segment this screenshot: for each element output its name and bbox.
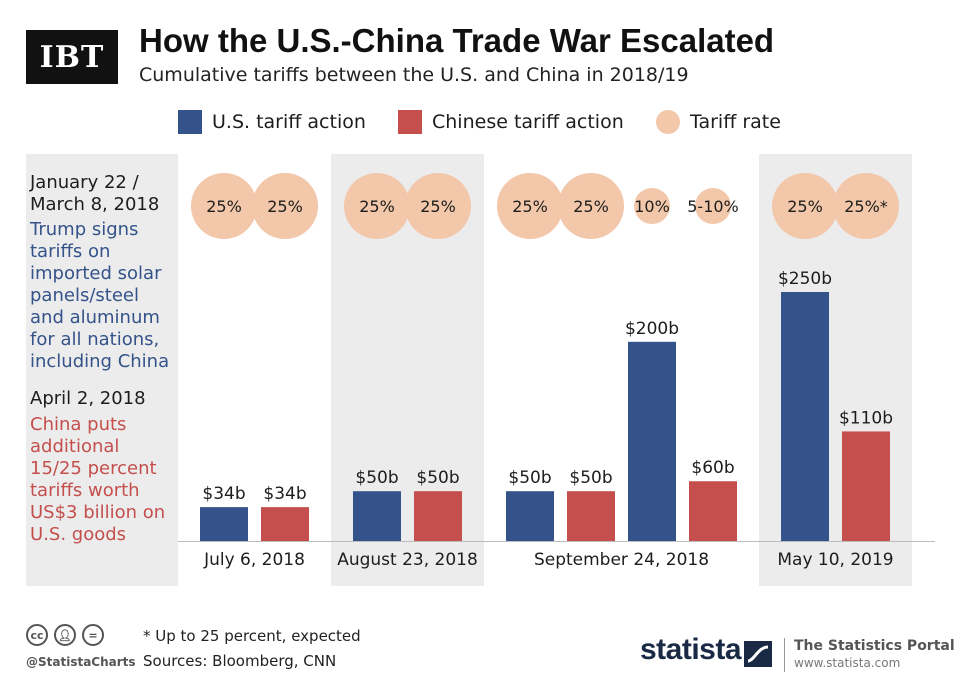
side-text-2-line: tariffs worth (30, 480, 140, 501)
side-text-1-line: tariffs on (30, 241, 111, 262)
ibt-logo: IBT (26, 30, 118, 84)
tariff-rate-circle (191, 173, 257, 239)
bar-value-label: $250b (778, 269, 832, 289)
bar-value-label: $60b (691, 458, 734, 478)
side-panel (26, 154, 178, 586)
bar-us (781, 292, 829, 541)
bar-value-label: $50b (508, 468, 551, 488)
footer-divider (784, 638, 785, 672)
tariff-rate-label: 25% (420, 197, 456, 216)
x-tick-label: May 10, 2019 (777, 550, 893, 570)
side-date-2: April 2, 2018 (30, 388, 146, 409)
side-text-1: Trump signs tariffs on imported solar pa… (30, 219, 169, 373)
tariff-rate-circle (405, 173, 471, 239)
legend-china: Chinese tariff action (398, 110, 624, 134)
portal-url: www.statista.com (794, 656, 901, 670)
attribution-icon: 👤︎ (54, 624, 76, 646)
bar-value-label: $110b (839, 408, 893, 428)
tariff-rate-circle (252, 173, 318, 239)
license-icons: cc 👤︎ = (26, 624, 104, 646)
chart-subtitle: Cumulative tariffs between the U.S. and … (139, 64, 689, 86)
bar-value-label: $34b (202, 484, 245, 504)
tariff-rate-label: 25% (787, 197, 823, 216)
tariff-rate-label: 25% (573, 197, 609, 216)
tariff-rate-circle (634, 188, 670, 224)
statista-mark-icon (744, 641, 772, 667)
tariff-rate-label: 10% (634, 197, 670, 216)
side-text-2-line: 15/25 percent (30, 458, 157, 479)
bar-china (261, 507, 309, 541)
side-text-2-line: China puts (30, 414, 127, 435)
bar-us (200, 507, 248, 541)
side-text-1-line: and aluminum (30, 307, 160, 328)
tariff-rate-label: 25%* (844, 197, 888, 216)
tariff-rate-circle (497, 173, 563, 239)
tariff-rate-circle (772, 173, 838, 239)
statista-logo: statista (640, 633, 742, 666)
tariff-rate-circle (344, 173, 410, 239)
side-text-2: China puts additional 15/25 percent tari… (30, 414, 165, 546)
x-tick-label: August 23, 2018 (337, 550, 478, 570)
side-text-1-line: for all nations, (30, 329, 160, 350)
bar-china (842, 431, 890, 541)
tariff-rate-label: 5-10% (687, 197, 739, 216)
bar-us (353, 491, 401, 541)
bar-us (628, 341, 676, 541)
chart-title: How the U.S.-China Trade War Escalated (139, 22, 775, 59)
no-derivatives-icon: = (82, 624, 104, 646)
legend-rate-swatch (656, 110, 680, 134)
side-text-1-line: Trump signs (30, 219, 139, 240)
side-text-1-line: including China (30, 351, 170, 372)
bar-value-label: $50b (355, 468, 398, 488)
tariff-rate-circle (695, 188, 731, 224)
legend-china-swatch (398, 110, 422, 134)
bar-value-label: $200b (625, 319, 679, 339)
tariff-rate-label: 25% (359, 197, 395, 216)
bar-us (506, 491, 554, 541)
bar-china (689, 481, 737, 541)
side-text-1-line: panels/steel (30, 285, 139, 306)
tariff-chart: $34b 25% $34b 25% July 6, 2018 $50b 25% $50b 25%… (178, 154, 935, 586)
x-tick-label: July 6, 2018 (203, 550, 305, 570)
legend-us-swatch (178, 110, 202, 134)
bar-china (414, 491, 462, 541)
bar-value-label: $50b (416, 468, 459, 488)
side-text-2-line: US$3 billion on (30, 502, 166, 523)
side-date-1-line-1: January 22 / (30, 172, 139, 193)
legend-china-label: Chinese tariff action (432, 111, 624, 133)
tariff-rate-label: 25% (267, 197, 303, 216)
side-text-2-line: U.S. goods (30, 524, 127, 545)
tariff-rate-circle (558, 173, 624, 239)
tariff-rate-label: 25% (512, 197, 548, 216)
portal-title: The Statistics Portal (794, 638, 955, 654)
legend-us-label: U.S. tariff action (212, 111, 366, 133)
bar-value-label: $50b (569, 468, 612, 488)
tariff-rate-label: 25% (206, 197, 242, 216)
legend-us: U.S. tariff action (178, 110, 366, 134)
legend-rate-label: Tariff rate (690, 111, 781, 133)
side-date-1-line-2: March 8, 2018 (30, 194, 160, 215)
side-text-1-line: imported solar (30, 263, 162, 284)
bar-china (567, 491, 615, 541)
statista-handle: @StatistaCharts (26, 655, 136, 669)
tariff-rate-circle (833, 173, 899, 239)
sources: Sources: Bloomberg, CNN (143, 652, 337, 670)
cc-icon: cc (26, 624, 48, 646)
legend-rate: Tariff rate (656, 110, 781, 134)
x-tick-label: September 24, 2018 (534, 550, 709, 570)
footnote: * Up to 25 percent, expected (143, 627, 361, 645)
side-date-1: January 22 / March 8, 2018 (30, 172, 159, 216)
bar-value-label: $34b (263, 484, 306, 504)
side-text-2-line: additional (30, 436, 120, 457)
legend: U.S. tariff action Chinese tariff action… (0, 110, 960, 136)
